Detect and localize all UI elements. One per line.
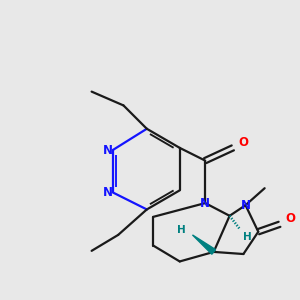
Text: O: O [238, 136, 248, 149]
Text: H: H [178, 225, 186, 235]
Text: H: H [243, 232, 252, 242]
Text: N: N [103, 143, 113, 157]
Text: O: O [285, 212, 295, 226]
Text: N: N [103, 186, 113, 199]
Polygon shape [193, 235, 215, 254]
Text: N: N [200, 196, 210, 210]
Text: N: N [241, 199, 250, 212]
